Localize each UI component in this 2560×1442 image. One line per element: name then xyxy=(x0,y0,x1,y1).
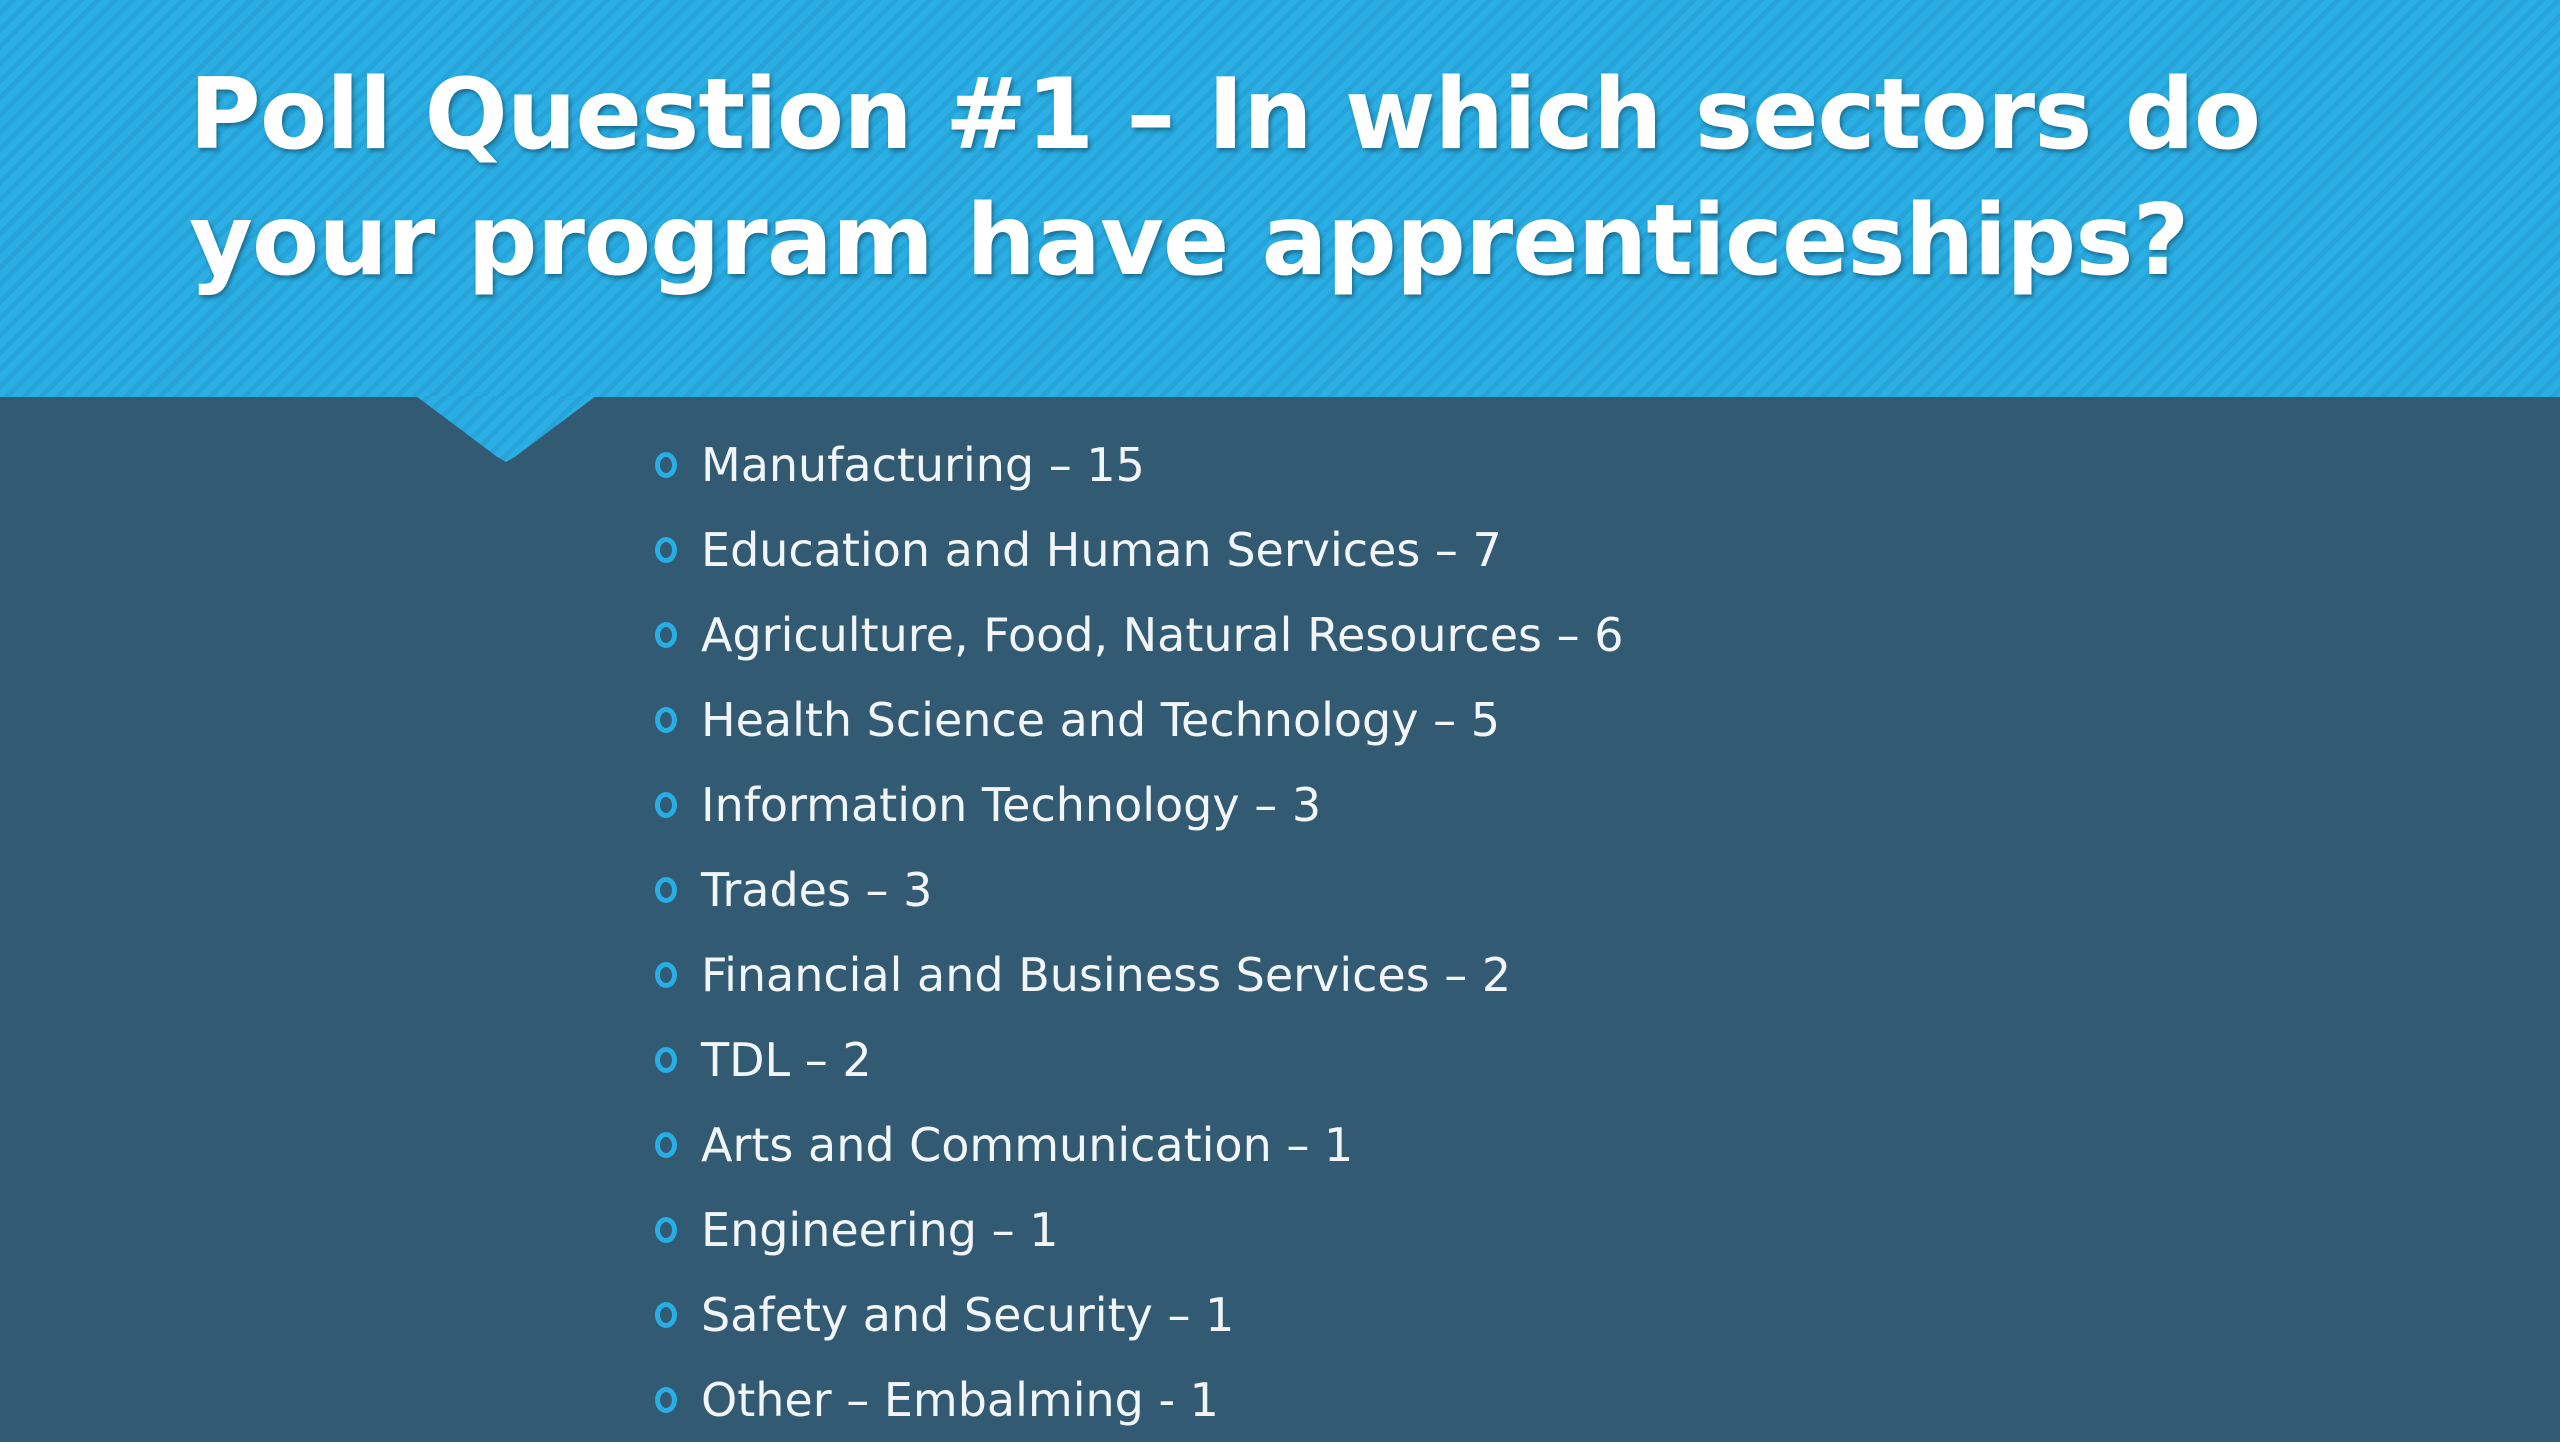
list-item: Safety and Security – 1 xyxy=(655,1272,1624,1357)
list-item: Information Technology – 3 xyxy=(655,762,1624,847)
item-label: Financial and Business Services – 2 xyxy=(701,947,1512,1002)
item-label: Manufacturing – 15 xyxy=(701,437,1145,492)
circle-bullet-icon xyxy=(655,876,677,903)
circle-bullet-icon xyxy=(655,1131,677,1158)
circle-bullet-icon xyxy=(655,706,677,733)
list-item: Trades – 3 xyxy=(655,847,1624,932)
circle-bullet-icon xyxy=(655,1046,677,1073)
list-item: Other – Embalming - 1 xyxy=(655,1357,1624,1442)
circle-bullet-icon xyxy=(655,1216,677,1243)
item-label: Agriculture, Food, Natural Resources – 6 xyxy=(701,607,1624,662)
item-label: Information Technology – 3 xyxy=(701,777,1322,832)
circle-bullet-icon xyxy=(655,1301,677,1328)
item-label: Education and Human Services – 7 xyxy=(701,522,1502,577)
list-item: Engineering – 1 xyxy=(655,1187,1624,1272)
list-item: Education and Human Services – 7 xyxy=(655,507,1624,592)
item-label: Other – Embalming - 1 xyxy=(701,1372,1219,1427)
item-label: Trades – 3 xyxy=(701,862,933,917)
title-banner xyxy=(0,0,2560,397)
list-item: Agriculture, Food, Natural Resources – 6 xyxy=(655,592,1624,677)
list-item: Health Science and Technology – 5 xyxy=(655,677,1624,762)
slide-title: Poll Question #1 – In which sectors do y… xyxy=(189,58,2261,298)
item-label: Arts and Communication – 1 xyxy=(701,1117,1354,1172)
sector-list: Manufacturing – 15 Education and Human S… xyxy=(655,422,1624,1442)
circle-bullet-icon xyxy=(655,536,677,563)
list-item: TDL – 2 xyxy=(655,1017,1624,1102)
list-item: Arts and Communication – 1 xyxy=(655,1102,1624,1187)
item-label: Safety and Security – 1 xyxy=(701,1287,1235,1342)
list-item: Manufacturing – 15 xyxy=(655,422,1624,507)
circle-bullet-icon xyxy=(655,961,677,988)
item-label: TDL – 2 xyxy=(701,1032,872,1087)
item-label: Health Science and Technology – 5 xyxy=(701,692,1500,747)
circle-bullet-icon xyxy=(655,451,677,478)
banner-pointer xyxy=(416,396,596,462)
circle-bullet-icon xyxy=(655,1386,677,1413)
circle-bullet-icon xyxy=(655,621,677,648)
circle-bullet-icon xyxy=(655,791,677,818)
list-item: Financial and Business Services – 2 xyxy=(655,932,1624,1017)
item-label: Engineering – 1 xyxy=(701,1202,1059,1257)
